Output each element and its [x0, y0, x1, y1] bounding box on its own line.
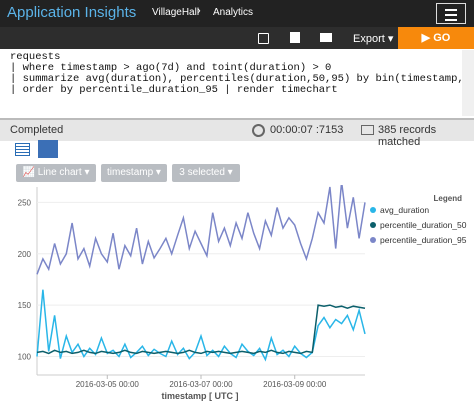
legend-entry: avg_duration	[380, 205, 429, 215]
breadcrumb[interactable]: Analytics	[213, 7, 254, 18]
breadcrumb[interactable]: VillageHall	[152, 7, 200, 18]
chart: timestamp [ UTC ] 100 150 200 250 2016-03-05…	[18, 185, 467, 401]
x-tick-label: 2016-03-09 00:00	[263, 380, 327, 389]
legend-entry: percentile_duration_95	[380, 235, 467, 245]
y-tick-label: 100	[18, 353, 32, 362]
status-time: 00:00:07 :7153	[270, 124, 344, 136]
icon-clear[interactable]	[258, 33, 269, 44]
y-tick-label: 250	[18, 198, 32, 207]
x-column-button[interactable]: timestamp ▾	[101, 164, 167, 182]
export-button[interactable]: Export ▾	[353, 33, 394, 45]
chart-view-icon[interactable]	[38, 140, 58, 158]
series-line	[36, 304, 366, 355]
query-editor[interactable]: requests | where timestamp > ago(7d) and…	[0, 50, 474, 116]
table-view-icon[interactable]	[15, 143, 30, 156]
x-tick-label: 2016-03-07 00:00	[169, 380, 233, 389]
query-line: | summarize avg(duration), percentiles(d…	[10, 73, 474, 85]
scrollbar[interactable]	[462, 50, 474, 116]
records-icon	[361, 125, 374, 135]
query-line: | where timestamp > ago(7d) and toint(du…	[10, 62, 332, 74]
series-line	[36, 185, 366, 275]
query-line: | order by percentile_duration_95 | rend…	[10, 84, 338, 96]
icon-save[interactable]	[290, 32, 300, 43]
y-tick-label: 150	[18, 301, 32, 310]
legend-marker	[370, 222, 376, 228]
menu-button[interactable]	[436, 3, 466, 24]
legend-marker	[370, 237, 376, 243]
status-records: 385 records matched	[378, 124, 437, 148]
query-line: requests	[10, 51, 61, 63]
x-tick-label: 2016-03-05 00:00	[76, 380, 140, 389]
y-tick-label: 200	[18, 250, 32, 259]
legend-marker	[370, 207, 376, 213]
toolbar: Export ▾ ▶ GO	[0, 27, 474, 49]
series-line	[36, 289, 366, 362]
series-select-button[interactable]: 3 selected ▾	[172, 164, 240, 182]
breadcrumb-sep: ›	[197, 5, 201, 17]
timer-icon	[252, 124, 265, 137]
status-state: Completed	[10, 124, 64, 136]
chart-type-button[interactable]: 📈 Line chart ▾	[16, 164, 96, 182]
status-bar: Completed 00:00:07 :7153 385 records mat…	[0, 118, 474, 148]
legend-entry: percentile_duration_50	[380, 220, 467, 230]
icon-open[interactable]	[320, 33, 332, 42]
x-axis-title: timestamp [ UTC ]	[161, 391, 238, 401]
top-bar: Application Insights VillageHall › Analy…	[0, 0, 474, 27]
go-button[interactable]: ▶ GO	[398, 27, 474, 49]
app-title[interactable]: Application Insights	[7, 4, 137, 21]
legend-title: Legend	[434, 194, 463, 203]
